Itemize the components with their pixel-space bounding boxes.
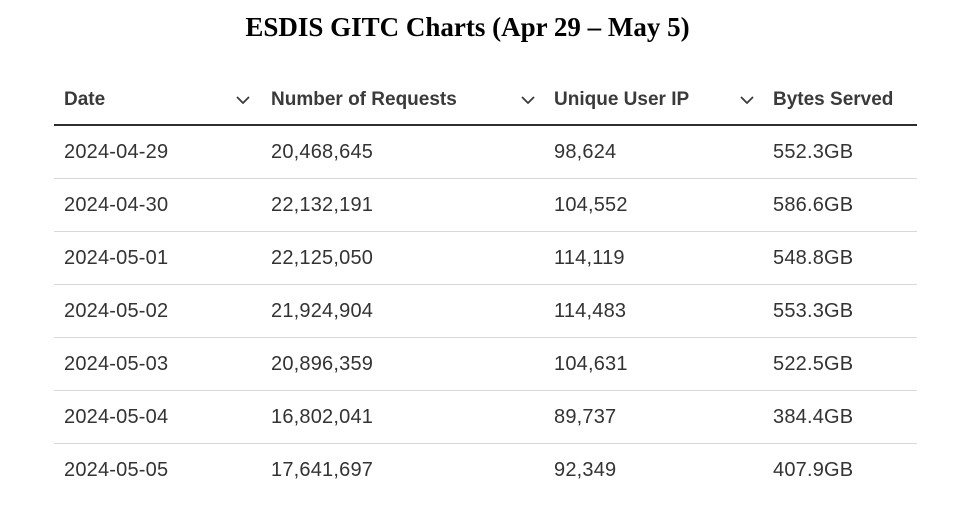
chart-title: ESDIS GITC Charts (Apr 29 – May 5) [245,12,690,42]
cell-bytes: 553.3GB [773,299,854,322]
table-row: 2024-05-01 22,125,050 114,119 548.8GB [54,232,917,285]
column-header-bytes-served[interactable]: Bytes Served [773,89,894,110]
data-table: Date Number of Requests Unique User IP B… [54,76,917,496]
cell-requests: 16,802,041 [271,405,374,428]
cell-unique-ip: 114,119 [554,246,625,269]
table-row: 2024-05-02 21,924,904 114,483 553.3GB [54,285,917,338]
column-header-number-of-requests[interactable]: Number of Requests [271,89,457,110]
table-body: 2024-04-29 20,468,645 98,624 552.3GB 202… [54,126,917,496]
cell-unique-ip: 114,483 [554,299,627,322]
cell-requests: 22,125,050 [271,246,374,269]
chevron-down-icon[interactable] [234,76,252,124]
cell-requests: 20,896,359 [271,352,374,375]
column-header-date[interactable]: Date [64,89,106,110]
cell-bytes: 407.9GB [773,458,854,481]
cell-date: 2024-05-05 [64,458,169,481]
table-row: 2024-05-04 16,802,041 89,737 384.4GB [54,391,917,444]
table-row: 2024-04-30 22,132,191 104,552 586.6GB [54,179,917,232]
table-row: 2024-05-05 17,641,697 92,349 407.9GB [54,444,917,496]
table-row: 2024-04-29 20,468,645 98,624 552.3GB [54,126,917,179]
cell-date: 2024-04-29 [64,140,169,163]
cell-unique-ip: 92,349 [554,458,617,481]
cell-date: 2024-05-01 [64,246,169,269]
cell-unique-ip: 89,737 [554,405,617,428]
cell-date: 2024-04-30 [64,193,169,216]
cell-requests: 22,132,191 [271,193,374,216]
table-row: 2024-05-03 20,896,359 104,631 522.5GB [54,338,917,391]
cell-date: 2024-05-02 [64,299,169,322]
column-header-unique-user-ip[interactable]: Unique User IP [554,89,690,110]
cell-unique-ip: 104,552 [554,193,628,216]
chevron-down-icon[interactable] [738,76,756,124]
cell-bytes: 552.3GB [773,140,854,163]
cell-unique-ip: 104,631 [554,352,628,375]
cell-bytes: 522.5GB [773,352,854,375]
cell-date: 2024-05-03 [64,352,169,375]
cell-date: 2024-05-04 [64,405,169,428]
cell-requests: 20,468,645 [271,140,374,163]
table-header: Date Number of Requests Unique User IP B… [54,76,917,126]
cell-requests: 21,924,904 [271,299,374,322]
cell-bytes: 586.6GB [773,193,854,216]
cell-requests: 17,641,697 [271,458,374,481]
chevron-down-icon[interactable] [519,76,537,124]
cell-unique-ip: 98,624 [554,140,617,163]
cell-bytes: 384.4GB [773,405,854,428]
cell-bytes: 548.8GB [773,246,854,269]
